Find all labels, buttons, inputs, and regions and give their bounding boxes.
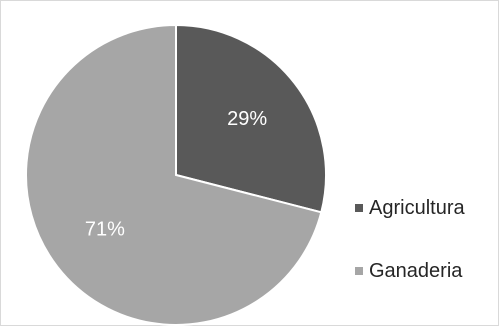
pie-slice-agricultura	[175, 23, 327, 214]
legend-item-agricultura: Agricultura	[355, 193, 465, 223]
legend-item-ganaderia: Ganaderia	[355, 256, 465, 286]
legend-label-agricultura: Agricultura	[369, 197, 465, 219]
legend-label-ganaderia: Ganaderia	[369, 260, 463, 282]
data-label-ganaderia: 71%	[85, 218, 125, 240]
legend: Agricultura Ganaderia	[355, 193, 465, 319]
pie-slice-ganaderia	[25, 23, 323, 326]
legend-swatch-ganaderia	[355, 267, 363, 275]
data-label-agricultura: 29%	[227, 108, 267, 130]
legend-swatch-agricultura	[355, 204, 363, 212]
